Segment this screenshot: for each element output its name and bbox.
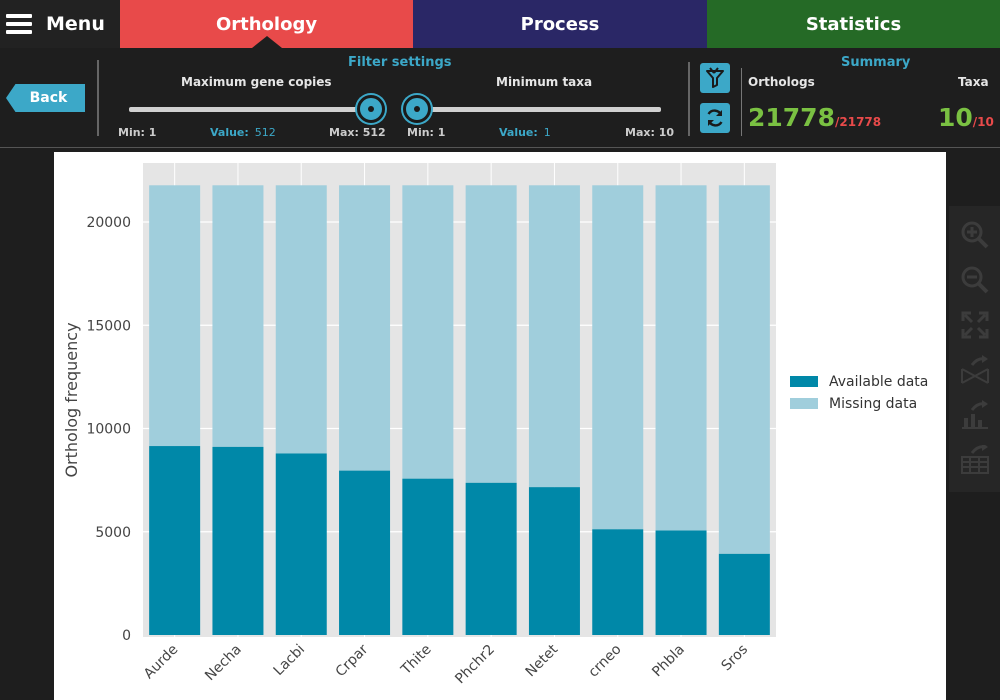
tab-statistics[interactable]: Statistics bbox=[707, 0, 1000, 48]
bar-missing-netet bbox=[528, 185, 580, 488]
bar-available-lacbi bbox=[275, 453, 327, 635]
bar-available-netet bbox=[528, 487, 580, 635]
x-tick-label: Netet bbox=[523, 641, 562, 680]
divider bbox=[97, 60, 99, 136]
filter-settings-title: Filter settings bbox=[348, 55, 452, 70]
x-tick-label: Phchr2 bbox=[452, 642, 498, 688]
min-taxa-label: Minimum taxa bbox=[496, 75, 593, 89]
export-table-icon bbox=[961, 445, 989, 474]
tab-process[interactable]: Process bbox=[413, 0, 707, 48]
x-tick-label: Aurde bbox=[141, 642, 182, 683]
max-gene-copies-max: Max: 512 bbox=[329, 126, 386, 139]
legend-swatch-missing bbox=[790, 398, 818, 409]
tab-process-label: Process bbox=[520, 13, 600, 35]
max-gene-copies-slider-track[interactable] bbox=[129, 107, 377, 112]
min-taxa-value: Value: 1 bbox=[499, 126, 551, 139]
min-taxa-slider-track[interactable] bbox=[418, 107, 661, 112]
bar-available-phbla bbox=[655, 530, 707, 635]
summary-title: Summary bbox=[841, 55, 911, 70]
y-tick-label: 5000 bbox=[95, 525, 131, 541]
tab-orthology[interactable]: Orthology bbox=[120, 0, 413, 48]
filter-bar: Back Filter settings Maximum gene copies… bbox=[0, 48, 1000, 148]
y-tick-label: 20000 bbox=[86, 215, 131, 231]
x-tick-label: Crpar bbox=[333, 641, 372, 680]
orthologs-label: Orthologs bbox=[748, 75, 815, 89]
y-axis-label: Ortholog frequency bbox=[62, 322, 81, 477]
bar-available-necha bbox=[212, 446, 264, 635]
min-taxa-min: Min: 1 bbox=[407, 126, 446, 139]
min-taxa-slider-handle[interactable] bbox=[403, 95, 431, 123]
max-gene-copies-value: Value: 512 bbox=[210, 126, 276, 139]
x-tick-label: Lacbi bbox=[271, 642, 308, 679]
bar-available-sros bbox=[718, 553, 770, 635]
refresh-icon bbox=[707, 109, 723, 127]
zoom-in-icon bbox=[961, 221, 989, 249]
bar-missing-sros bbox=[718, 185, 770, 554]
filter-apply-button[interactable] bbox=[700, 63, 730, 93]
bar-missing-thite bbox=[402, 185, 454, 479]
y-tick-label: 0 bbox=[122, 628, 131, 644]
export-figure-button[interactable] bbox=[959, 354, 991, 386]
export-table-button[interactable] bbox=[959, 444, 991, 476]
ortholog-chart: 0 5000 10000 15000 20000 Aurde Necha Lacbi Crpar… bbox=[62, 163, 928, 688]
bar-missing-necha bbox=[212, 185, 264, 447]
x-tick-label: Sros bbox=[719, 642, 752, 675]
plot-area: 0 5000 10000 15000 20000 Aurde Necha Lacbi Crpar… bbox=[54, 152, 946, 700]
bar-available-crneo bbox=[592, 529, 644, 635]
min-taxa-max: Max: 10 bbox=[625, 126, 675, 139]
export-graph-button[interactable] bbox=[959, 399, 991, 431]
divider bbox=[741, 68, 742, 136]
back-button[interactable]: Back bbox=[6, 84, 85, 112]
bar-missing-crpar bbox=[339, 185, 391, 471]
max-gene-copies-min: Min: 1 bbox=[118, 126, 157, 139]
taxa-count: 10/10 bbox=[938, 103, 994, 132]
orthologs-count: 21778/21778 bbox=[748, 103, 882, 132]
x-tick-label: Necha bbox=[202, 642, 245, 685]
tab-statistics-label: Statistics bbox=[805, 13, 902, 35]
legend-label-available: Available data bbox=[829, 374, 928, 390]
divider bbox=[688, 62, 690, 136]
y-tick-label: 10000 bbox=[86, 422, 131, 438]
bar-missing-phchr2 bbox=[465, 185, 517, 483]
zoom-out-button[interactable] bbox=[959, 264, 991, 296]
export-figure-icon bbox=[961, 355, 989, 384]
fullscreen-button[interactable] bbox=[959, 309, 991, 341]
bar-available-thite bbox=[402, 478, 454, 635]
back-label: Back bbox=[29, 90, 68, 106]
bar-missing-lacbi bbox=[275, 185, 327, 454]
plot-toolbar bbox=[949, 206, 1000, 492]
y-tick-label: 15000 bbox=[86, 318, 131, 334]
zoom-out-icon bbox=[961, 266, 989, 294]
export-graph-icon bbox=[962, 400, 988, 429]
taxa-label: Taxa bbox=[958, 75, 989, 89]
x-tick-label: crneo bbox=[585, 642, 624, 681]
hamburger-icon bbox=[6, 14, 32, 34]
menu-label: Menu bbox=[46, 13, 105, 35]
bar-available-aurde bbox=[149, 446, 201, 635]
bar-available-phchr2 bbox=[465, 482, 517, 635]
fullscreen-icon bbox=[961, 311, 989, 339]
tab-orthology-label: Orthology bbox=[215, 13, 318, 35]
zoom-in-button[interactable] bbox=[959, 219, 991, 251]
refresh-button[interactable] bbox=[700, 103, 730, 133]
menu-button[interactable]: Menu bbox=[0, 0, 120, 48]
bar-missing-phbla bbox=[655, 185, 707, 531]
funnel-icon bbox=[706, 67, 724, 88]
max-gene-copies-slider-handle[interactable] bbox=[357, 95, 385, 123]
bar-missing-crneo bbox=[592, 185, 644, 530]
legend-label-missing: Missing data bbox=[829, 396, 917, 412]
x-tick-label: Thite bbox=[398, 642, 435, 679]
bar-missing-aurde bbox=[149, 185, 201, 447]
bar-available-crpar bbox=[339, 470, 391, 635]
top-navigation: Menu Orthology Process Statistics bbox=[0, 0, 1000, 48]
x-tick-label: Phbla bbox=[649, 642, 688, 681]
legend-swatch-available bbox=[790, 376, 818, 387]
max-gene-copies-label: Maximum gene copies bbox=[181, 75, 332, 89]
